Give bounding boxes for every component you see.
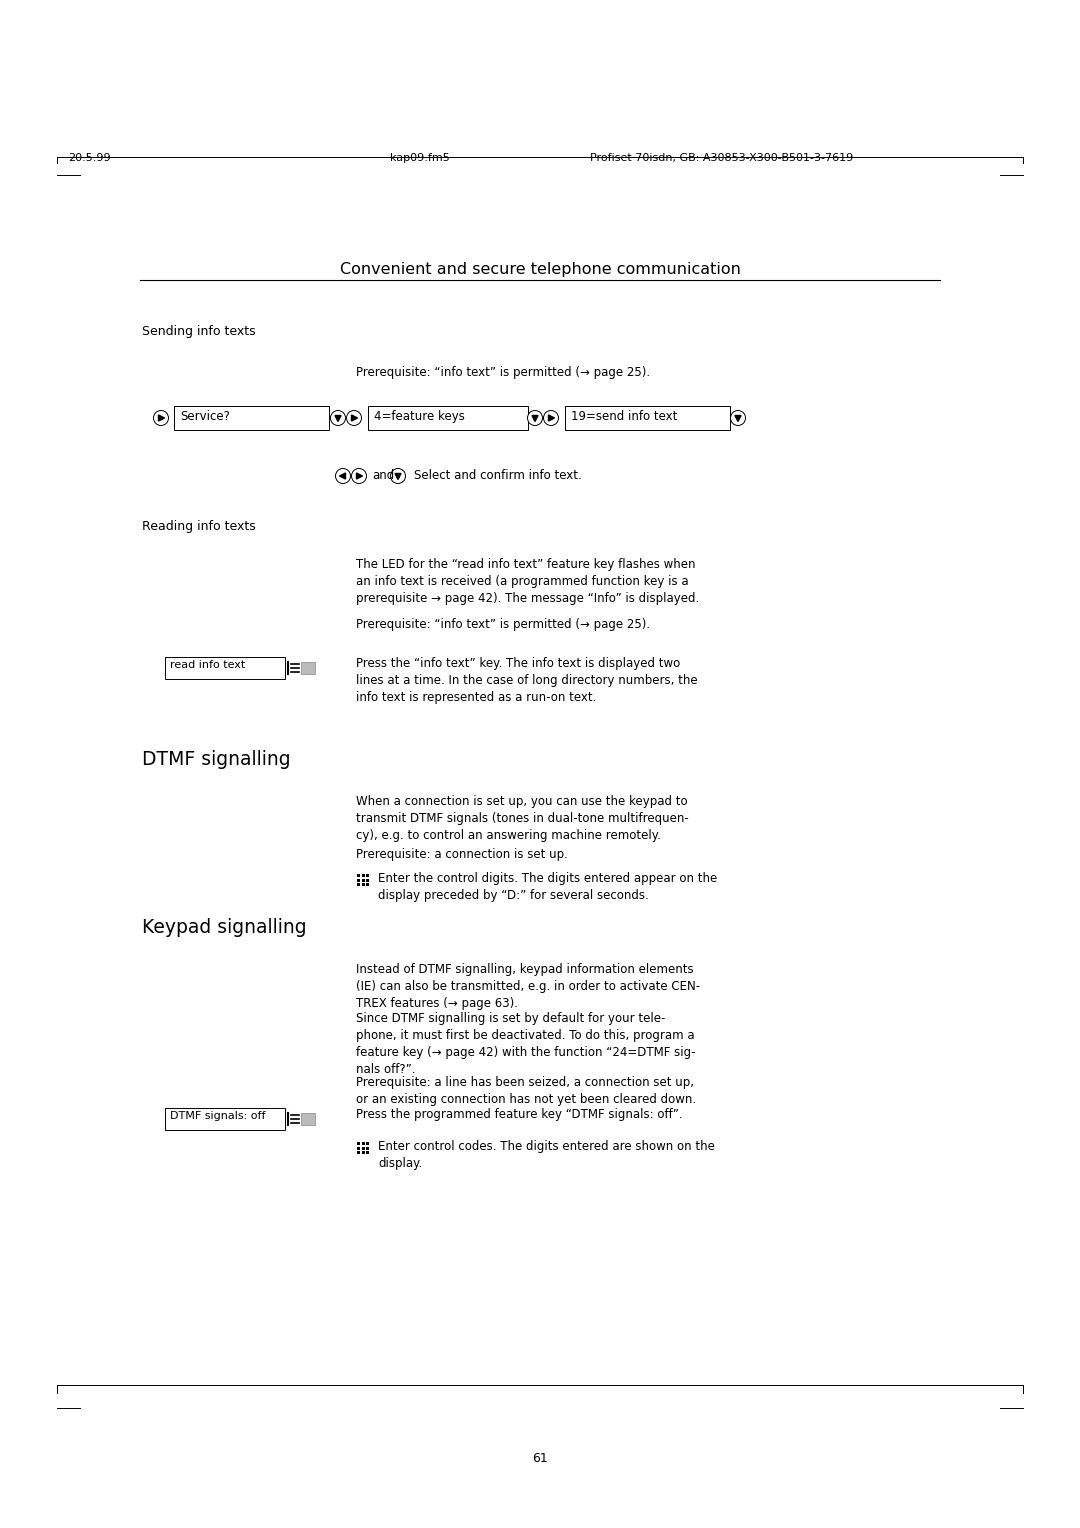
Polygon shape bbox=[532, 416, 538, 422]
Bar bbox=[362, 879, 365, 882]
Bar bbox=[362, 1146, 365, 1149]
Polygon shape bbox=[159, 416, 164, 422]
Text: Since DTMF signalling is set by default for your tele-
phone, it must first be d: Since DTMF signalling is set by default … bbox=[356, 1012, 696, 1076]
Text: Press the programmed feature key “DTMF signals: off”.: Press the programmed feature key “DTMF s… bbox=[356, 1108, 683, 1122]
Text: Service?: Service? bbox=[180, 410, 230, 423]
Text: read info text: read info text bbox=[170, 660, 245, 669]
Bar bbox=[165, 657, 285, 678]
Text: 19=send info text: 19=send info text bbox=[571, 410, 677, 423]
Bar bbox=[366, 1143, 368, 1146]
Text: DTMF signalling: DTMF signalling bbox=[141, 750, 291, 769]
Text: Enter control codes. The digits entered are shown on the
display.: Enter control codes. The digits entered … bbox=[378, 1140, 715, 1170]
Text: Instead of DTMF signalling, keypad information elements
(IE) can also be transmi: Instead of DTMF signalling, keypad infor… bbox=[356, 963, 700, 1010]
Text: kap09.fm5: kap09.fm5 bbox=[390, 153, 449, 163]
Bar bbox=[366, 883, 368, 886]
Text: Press the “info text” key. The info text is displayed two
lines at a time. In th: Press the “info text” key. The info text… bbox=[356, 657, 698, 704]
Text: Prerequisite: a connection is set up.: Prerequisite: a connection is set up. bbox=[356, 848, 568, 860]
Text: When a connection is set up, you can use the keypad to
transmit DTMF signals (to: When a connection is set up, you can use… bbox=[356, 795, 689, 842]
Polygon shape bbox=[356, 474, 363, 478]
Text: Select and confirm info text.: Select and confirm info text. bbox=[414, 469, 582, 481]
Circle shape bbox=[730, 411, 745, 425]
Bar bbox=[366, 1151, 368, 1154]
Polygon shape bbox=[395, 474, 401, 480]
Bar bbox=[357, 1151, 361, 1154]
Text: and: and bbox=[372, 469, 394, 481]
Polygon shape bbox=[335, 416, 341, 422]
Text: Sending info texts: Sending info texts bbox=[141, 325, 256, 338]
Text: Prerequisite: “info text” is permitted (→ page 25).: Prerequisite: “info text” is permitted (… bbox=[356, 367, 650, 379]
Bar bbox=[368, 406, 528, 429]
Bar bbox=[174, 406, 329, 429]
Bar bbox=[362, 883, 365, 886]
Text: Keypad signalling: Keypad signalling bbox=[141, 918, 307, 937]
Polygon shape bbox=[339, 474, 346, 478]
Bar bbox=[362, 1143, 365, 1146]
Bar bbox=[301, 662, 315, 674]
Text: DTMF signals: off: DTMF signals: off bbox=[170, 1111, 266, 1122]
Bar bbox=[357, 879, 361, 882]
Text: Enter the control digits. The digits entered appear on the
display preceded by “: Enter the control digits. The digits ent… bbox=[378, 872, 717, 902]
Text: Reading info texts: Reading info texts bbox=[141, 520, 256, 533]
Text: Profiset 70isdn, GB: A30853-X300-B501-3-7619: Profiset 70isdn, GB: A30853-X300-B501-3-… bbox=[590, 153, 853, 163]
Bar bbox=[565, 406, 730, 429]
Bar bbox=[357, 1146, 361, 1149]
Text: 61: 61 bbox=[532, 1452, 548, 1465]
Text: Prerequisite: a line has been seized, a connection set up,
or an existing connec: Prerequisite: a line has been seized, a … bbox=[356, 1076, 697, 1106]
Bar bbox=[357, 874, 361, 877]
Bar bbox=[165, 1108, 285, 1131]
Circle shape bbox=[527, 411, 542, 425]
Circle shape bbox=[153, 411, 168, 425]
Polygon shape bbox=[735, 416, 741, 422]
Bar bbox=[366, 874, 368, 877]
Text: The LED for the “read info text” feature key flashes when
an info text is receiv: The LED for the “read info text” feature… bbox=[356, 558, 699, 605]
Bar bbox=[362, 874, 365, 877]
Circle shape bbox=[347, 411, 362, 425]
Bar bbox=[366, 879, 368, 882]
Bar bbox=[357, 1143, 361, 1146]
Circle shape bbox=[330, 411, 346, 425]
Bar bbox=[362, 1151, 365, 1154]
Polygon shape bbox=[351, 416, 357, 422]
Circle shape bbox=[391, 469, 405, 483]
Circle shape bbox=[336, 469, 351, 483]
Circle shape bbox=[543, 411, 558, 425]
Polygon shape bbox=[549, 416, 554, 422]
Text: Convenient and secure telephone communication: Convenient and secure telephone communic… bbox=[339, 261, 741, 277]
Text: Prerequisite: “info text” is permitted (→ page 25).: Prerequisite: “info text” is permitted (… bbox=[356, 617, 650, 631]
Bar bbox=[357, 883, 361, 886]
Text: 4=feature keys: 4=feature keys bbox=[374, 410, 464, 423]
Bar bbox=[366, 1146, 368, 1149]
Circle shape bbox=[351, 469, 366, 483]
Bar bbox=[301, 1112, 315, 1125]
Text: 20.5.99: 20.5.99 bbox=[68, 153, 110, 163]
